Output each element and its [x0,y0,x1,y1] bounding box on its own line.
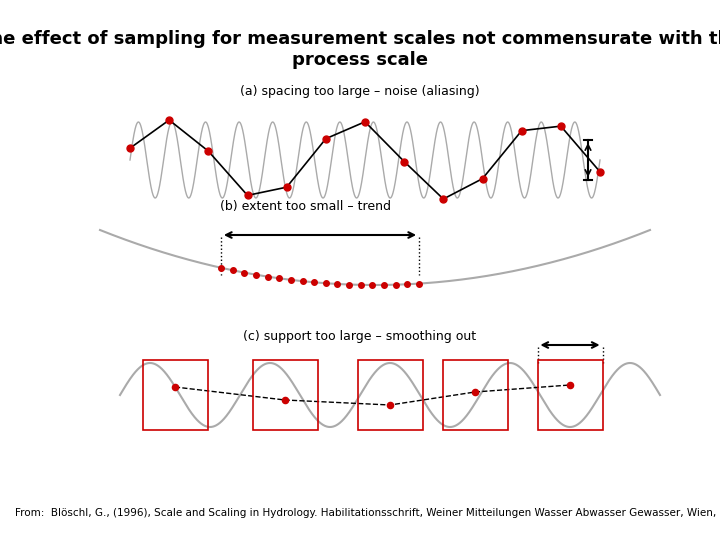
Text: (a) spacing too large – noise (aliasing): (a) spacing too large – noise (aliasing) [240,85,480,98]
Point [320,134,332,143]
Point [359,118,371,126]
Point [555,122,567,131]
Point [279,396,291,404]
Point [477,174,488,183]
Bar [143,360,207,430]
Point [163,116,175,124]
Text: The effect of sampling for measurement scales not commensurate with the
process : The effect of sampling for measurement s… [0,30,720,69]
Point [202,147,214,156]
Bar [538,360,603,430]
Point [564,381,576,389]
Point [469,388,481,396]
Point [594,167,606,176]
Point [281,183,292,192]
Point [516,126,528,135]
Point [398,157,410,166]
Point [242,191,253,200]
Bar [443,360,508,430]
Point [125,144,136,152]
Bar [358,360,423,430]
Point [438,195,449,204]
Text: (b) extent too small – trend: (b) extent too small – trend [220,200,391,213]
Bar [253,360,318,430]
Point [169,383,181,391]
Text: From:  Blöschl, G., (1996), Scale and Scaling in Hydrology. Habilitationsschrift: From: Blöschl, G., (1996), Scale and Sca… [15,508,720,518]
Point [384,401,396,409]
Text: (c) support too large – smoothing out: (c) support too large – smoothing out [243,330,477,343]
